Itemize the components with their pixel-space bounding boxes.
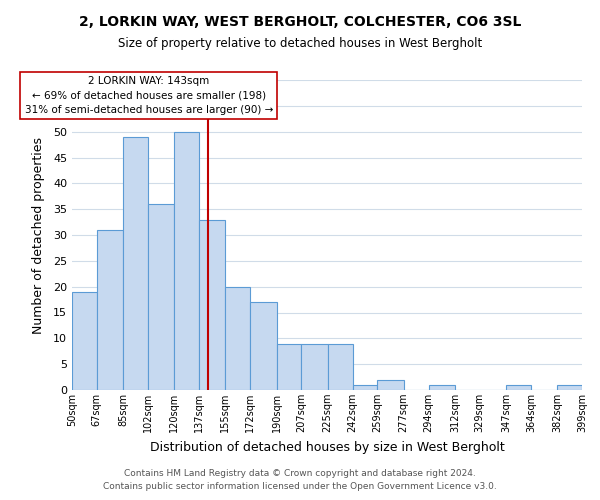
Bar xyxy=(226,286,250,390)
Text: 2, LORKIN WAY, WEST BERGHOLT, COLCHESTER, CO6 3SL: 2, LORKIN WAY, WEST BERGHOLT, COLCHESTER… xyxy=(79,15,521,29)
Text: Size of property relative to detached houses in West Bergholt: Size of property relative to detached ho… xyxy=(118,38,482,51)
Bar xyxy=(123,137,148,390)
Bar xyxy=(428,385,455,390)
Bar xyxy=(328,344,353,390)
Bar xyxy=(301,344,328,390)
Bar xyxy=(557,385,582,390)
Y-axis label: Number of detached properties: Number of detached properties xyxy=(32,136,44,334)
Bar xyxy=(97,230,123,390)
Bar xyxy=(277,344,301,390)
Text: Contains HM Land Registry data © Crown copyright and database right 2024.: Contains HM Land Registry data © Crown c… xyxy=(124,468,476,477)
Bar xyxy=(506,385,531,390)
Bar xyxy=(72,292,97,390)
Bar xyxy=(199,220,226,390)
Bar xyxy=(148,204,174,390)
Bar xyxy=(353,385,377,390)
X-axis label: Distribution of detached houses by size in West Bergholt: Distribution of detached houses by size … xyxy=(149,440,505,454)
Bar xyxy=(377,380,404,390)
Text: 2 LORKIN WAY: 143sqm
← 69% of detached houses are smaller (198)
31% of semi-deta: 2 LORKIN WAY: 143sqm ← 69% of detached h… xyxy=(25,76,273,116)
Bar xyxy=(174,132,199,390)
Text: Contains public sector information licensed under the Open Government Licence v3: Contains public sector information licen… xyxy=(103,482,497,491)
Bar xyxy=(250,302,277,390)
